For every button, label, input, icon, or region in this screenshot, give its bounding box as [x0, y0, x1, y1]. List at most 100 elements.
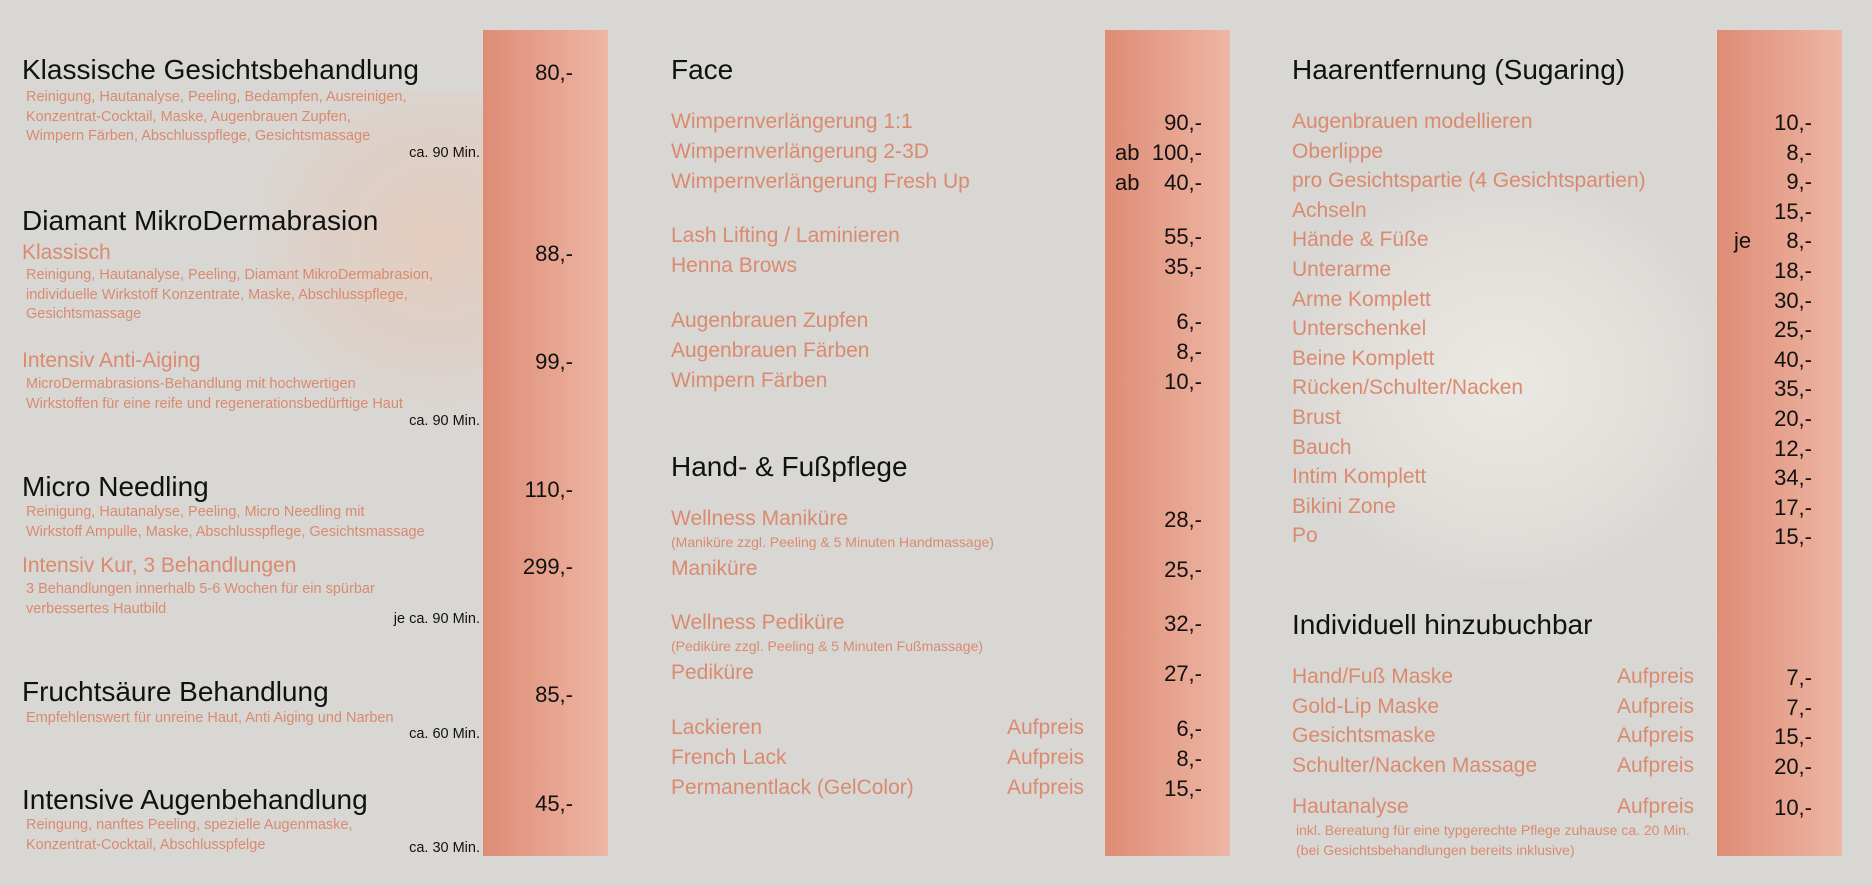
note-wellness-pedikuere: (Pediküre zzgl. Peeling & 5 Minuten Fußm…: [671, 638, 984, 654]
sugaring-item-label: Beine Komplett: [1292, 346, 1435, 370]
desc-line: Reinigung, Hautanalyse, Peeling, Diamant…: [26, 267, 434, 283]
sugaring-item-label: Unterschenkel: [1292, 317, 1427, 341]
desc-line: Reinigung, Hautanalyse, Peeling, Micro N…: [26, 504, 365, 520]
sugaring-item-label: Hände & Füße: [1292, 228, 1429, 252]
item-manikuere: Maniküre: [671, 557, 758, 580]
sugaring-item-price: 12,-: [1774, 435, 1812, 461]
desc-line: Gesichtsmassage: [26, 306, 142, 322]
sugaring-item-price: 10,-: [1774, 110, 1812, 135]
time-klassische: ca. 90 Min.: [409, 145, 480, 161]
price-klassische: 80,-: [535, 60, 573, 85]
time-augen: ca. 30 Min.: [409, 840, 480, 856]
sugaring-item-price: 8,-: [1786, 139, 1812, 165]
time-diamant: ca. 90 Min.: [409, 413, 480, 429]
price-hautanalyse: 10,-: [1774, 795, 1812, 820]
face-item-price: 10,-: [1164, 369, 1202, 394]
section-title-augen: Intensive Augenbehandlung: [22, 784, 368, 815]
item-diamant-intensiv: Intensiv Anti-Aiging: [22, 349, 201, 372]
sugaring-item-price: 18,-: [1774, 258, 1812, 283]
section-title-frucht: Fruchtsäure Behandlung: [22, 676, 329, 707]
price-diamant-klassisch: 88,-: [535, 241, 573, 266]
time-needling: je ca. 90 Min.: [393, 611, 480, 627]
face-item-label: Augenbrauen Zupfen: [671, 309, 869, 332]
indiv-item-price: 7,-: [1786, 665, 1812, 690]
face-item-price: 8,-: [1176, 339, 1202, 364]
face-item-price: 100,-: [1151, 140, 1202, 165]
sugaring-item-price: 30,-: [1774, 287, 1812, 313]
sugaring-item-label: Arme Komplett: [1292, 287, 1431, 311]
note-hautanalyse-1: inkl. Bereatung für eine typgerechte Pfl…: [1296, 822, 1690, 838]
desc-augen: Reingung, nanftes Peeling, spezielle Aug…: [26, 816, 352, 855]
indiv-item-label: Gesichtsmaske: [1292, 724, 1436, 747]
time-frucht: ca. 60 Min.: [409, 726, 480, 742]
extra-item-aufpreis: Aufpreis: [1007, 716, 1085, 739]
section-title-individuell: Individuell hinzubuchbar: [1292, 609, 1593, 640]
extra-item-label: Permanentlack (GelColor): [671, 776, 914, 799]
sugaring-item-price: 8,-: [1786, 228, 1812, 254]
note-hautanalyse-2: (bei Gesichtsbehandlungen bereits inklus…: [1296, 842, 1575, 858]
indiv-item-price: 20,-: [1774, 754, 1812, 779]
section-title-sugaring: Haarentfernung (Sugaring): [1292, 54, 1626, 85]
extra-item-aufpreis: Aufpreis: [1007, 746, 1085, 769]
price-intensiv-kur: 299,-: [522, 554, 573, 579]
desc-line: 3 Behandlungen innerhalb 5-6 Wochen für …: [26, 581, 375, 597]
desc-line: Konzentrat-Cocktail, Abschlusspfelge: [26, 836, 266, 853]
sugaring-item-price: 15,-: [1774, 524, 1812, 550]
sugaring-item-price: 17,-: [1774, 494, 1812, 520]
aufpreis-hautanalyse: Aufpreis: [1617, 795, 1695, 818]
indiv-item-label: Hand/Fuß Maske: [1292, 665, 1454, 688]
face-item-price: 40,-: [1164, 170, 1202, 195]
sugaring-item-price: 25,-: [1774, 317, 1812, 343]
sugaring-item-price: 40,-: [1774, 346, 1812, 372]
face-item-label: Wimpernverlängerung 2-3D: [671, 140, 929, 163]
face-item-prefix: ab: [1115, 170, 1140, 195]
face-item-label: Henna Brows: [671, 254, 798, 277]
desc-diamant-klassisch: Reinigung, Hautanalyse, Peeling, Diamant…: [26, 266, 433, 325]
face-item-label: Augenbrauen Färben: [671, 339, 870, 362]
sugaring-item-prefix: je: [1734, 228, 1752, 254]
item-wellness-pedikuere: Wellness Pediküre: [671, 611, 845, 634]
face-item-label: Wimpernverlängerung 1:1: [671, 110, 913, 133]
sugaring-item-label: Oberlippe: [1292, 139, 1384, 163]
section-title-hand: Hand- & Fußpflege: [671, 451, 908, 482]
desc-needling: Reinigung, Hautanalyse, Peeling, Micro N…: [26, 503, 425, 542]
section-title-needling: Micro Needling: [22, 471, 209, 502]
face-item-prefix: ab: [1115, 140, 1140, 165]
desc-line: MicroDermabrasions-Behandlung mit hochwe…: [26, 376, 356, 392]
sugaring-item-label: Rücken/Schulter/Nacken: [1292, 376, 1524, 400]
note-wellness-manikuere: (Maniküre zzgl. Peeling & 5 Minuten Hand…: [671, 534, 994, 550]
price-strip-right: [1717, 30, 1842, 856]
indiv-item-price: 7,-: [1786, 695, 1812, 720]
sugaring-item-label: Unterarme: [1292, 258, 1392, 281]
price-wellness-manikuere: 28,-: [1164, 507, 1202, 532]
face-item-price: 35,-: [1164, 254, 1202, 279]
extra-item-label: Lackieren: [671, 716, 763, 739]
desc-line: Reinigung, Hautanalyse, Peeling, Bedampf…: [26, 89, 407, 105]
sugaring-item-label: Po: [1292, 524, 1318, 548]
sugaring-item-label: Achseln: [1292, 198, 1367, 222]
sugaring-item-price: 35,-: [1774, 376, 1812, 402]
indiv-item-aufpreis: Aufpreis: [1617, 724, 1695, 747]
sugaring-item-price: 34,-: [1774, 465, 1812, 491]
face-item-label: Wimpern Färben: [671, 369, 828, 392]
desc-intensiv-kur: 3 Behandlungen innerhalb 5-6 Wochen für …: [26, 580, 375, 619]
price-needling: 110,-: [524, 477, 573, 502]
sugaring-item-label: Augenbrauen modellieren: [1292, 110, 1533, 133]
sugaring-item-label: pro Gesichtspartie (4 Gesichtspartien): [1292, 169, 1646, 193]
extra-item-price: 15,-: [1164, 776, 1202, 801]
desc-line: Empfehlenswert für unreine Haut, Anti Ai…: [26, 710, 394, 726]
extra-item-price: 8,-: [1176, 746, 1202, 771]
extra-item-price: 6,-: [1176, 716, 1202, 741]
price-frucht: 85,-: [535, 682, 573, 707]
price-pedikuere: 27,-: [1164, 661, 1202, 686]
sugaring-item-price: 15,-: [1774, 198, 1812, 224]
item-wellness-manikuere: Wellness Maniküre: [671, 507, 849, 530]
sugaring-item-price: 20,-: [1774, 406, 1812, 431]
price-manikuere: 25,-: [1164, 557, 1202, 582]
item-diamant-klassisch: Klassisch: [22, 241, 111, 264]
face-item-label: Lash Lifting / Laminieren: [671, 224, 900, 247]
desc-line: individuelle Wirkstoff Konzentrate, Mask…: [26, 286, 408, 303]
indiv-item-aufpreis: Aufpreis: [1617, 665, 1695, 688]
extra-item-aufpreis: Aufpreis: [1007, 776, 1085, 799]
sugaring-item-label: Brust: [1292, 406, 1342, 429]
